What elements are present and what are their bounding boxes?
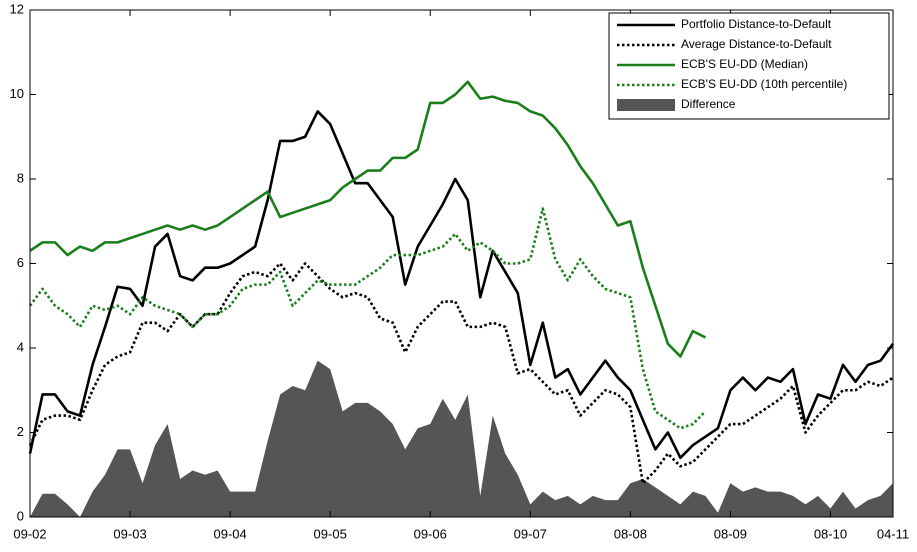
y-tick-label: 8	[17, 170, 24, 185]
legend-label: ECB'S EU-DD (10th percentile)	[681, 77, 847, 91]
x-tick-label: 09-04	[213, 526, 246, 541]
y-tick-label: 0	[17, 508, 24, 523]
y-tick-label: 2	[17, 424, 24, 439]
series-line	[28, 110, 895, 460]
series-line	[28, 207, 707, 430]
x-tick-label: 08-08	[614, 526, 647, 541]
x-tick-label: 08-09	[714, 526, 747, 541]
legend-label: Difference	[681, 97, 736, 111]
legend-label: Portfolio Distance-to-Default	[681, 17, 832, 31]
x-tick-label: 09-06	[414, 526, 447, 541]
y-tick-label: 12	[10, 1, 24, 16]
x-tick-label: 09-05	[314, 526, 347, 541]
x-tick-label: 04-11	[877, 526, 909, 541]
legend-swatch	[617, 99, 675, 111]
x-tick-label: 09-02	[13, 526, 46, 541]
series-line	[29, 80, 706, 358]
difference-area	[30, 360, 893, 517]
y-tick-label: 4	[17, 339, 24, 354]
x-tick-label: 09-07	[514, 526, 547, 541]
legend: Portfolio Distance-to-Default Average Dis…	[608, 12, 890, 120]
y-tick-label: 10	[10, 86, 24, 101]
series-line	[28, 262, 894, 485]
x-tick-label: 09-03	[113, 526, 146, 541]
y-tick-label: 6	[17, 255, 24, 270]
legend-label: Average Distance-to-Default	[681, 37, 832, 51]
legend-label: ECB'S EU-DD (Median)	[681, 57, 808, 71]
x-tick-label: 08-10	[814, 526, 847, 541]
